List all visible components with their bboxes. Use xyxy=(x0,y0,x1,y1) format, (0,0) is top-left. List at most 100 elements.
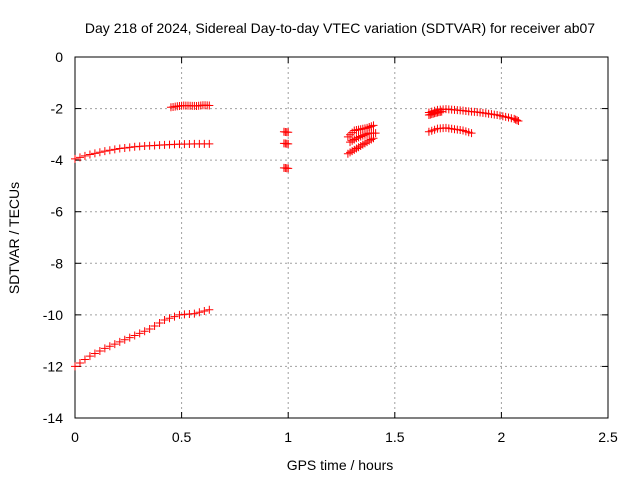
data-point xyxy=(514,116,523,125)
data-point xyxy=(365,136,374,145)
data-point xyxy=(346,130,355,139)
data-point xyxy=(115,337,124,346)
x-tick-label: 0 xyxy=(71,429,79,445)
data-marks xyxy=(71,101,523,371)
data-point xyxy=(200,306,209,315)
x-axis-label: GPS time / hours xyxy=(287,457,394,473)
y-tick-label: -8 xyxy=(51,255,64,271)
y-tick-label: -2 xyxy=(51,101,64,117)
data-point xyxy=(105,146,114,155)
data-point xyxy=(369,121,378,130)
y-axis-label: SDTVAR / TECUs xyxy=(6,182,22,294)
data-point xyxy=(363,138,372,147)
series-arc-1.3h-b xyxy=(343,121,378,141)
data-point xyxy=(358,131,367,140)
data-point xyxy=(85,352,94,361)
data-point xyxy=(467,129,476,138)
data-point xyxy=(343,132,352,141)
series-arc-1h-b xyxy=(279,139,293,148)
data-point xyxy=(85,150,94,159)
data-point xyxy=(95,346,104,355)
data-point xyxy=(71,362,79,371)
y-tick-label: 0 xyxy=(55,49,63,65)
data-point xyxy=(367,122,376,131)
data-point xyxy=(356,141,365,150)
y-tick-label: -4 xyxy=(51,152,64,168)
data-point xyxy=(346,148,355,157)
data-point xyxy=(284,139,293,148)
data-point xyxy=(100,344,109,353)
y-tick-label: -6 xyxy=(51,204,64,220)
data-point xyxy=(205,101,214,110)
series-arc-1h-a xyxy=(279,127,293,137)
data-point xyxy=(80,355,89,364)
plot-frame xyxy=(74,56,609,419)
grid-lines xyxy=(75,57,608,418)
data-point xyxy=(120,335,129,344)
data-point xyxy=(348,136,357,145)
data-point xyxy=(150,322,159,331)
data-point xyxy=(348,147,357,156)
series-arc-1.7h-a xyxy=(424,105,523,125)
y-tick-label: -10 xyxy=(43,307,63,323)
data-point xyxy=(110,340,119,349)
data-point xyxy=(95,148,104,157)
series-arc-lower xyxy=(71,305,214,371)
x-tick-label: 2.5 xyxy=(598,429,618,445)
series-arc-1.7h-b xyxy=(424,107,446,120)
data-point xyxy=(115,144,124,153)
data-point xyxy=(140,327,149,336)
data-point xyxy=(343,149,352,158)
data-point xyxy=(145,325,154,334)
y-tick-label: -14 xyxy=(43,410,63,426)
data-point xyxy=(205,305,214,314)
x-tick-label: 1 xyxy=(284,429,292,445)
data-point xyxy=(155,319,164,328)
data-point xyxy=(190,309,199,318)
x-tick-label: 1.5 xyxy=(385,429,405,445)
data-point xyxy=(371,129,380,138)
series-arc-upper-b xyxy=(166,101,214,112)
data-point xyxy=(90,349,99,358)
data-point xyxy=(125,143,134,152)
data-point xyxy=(105,342,114,351)
chart-title: Day 218 of 2024, Sidereal Day-to-day VTE… xyxy=(85,20,595,36)
data-point xyxy=(90,149,99,158)
data-point xyxy=(125,333,134,342)
data-point xyxy=(437,107,446,116)
data-point xyxy=(135,329,144,338)
data-point xyxy=(363,129,372,138)
series-arc-1h-c xyxy=(279,163,293,173)
data-point xyxy=(195,308,204,317)
x-tick-label: 2 xyxy=(498,429,506,445)
data-point xyxy=(205,139,214,148)
data-point xyxy=(348,128,357,137)
data-point xyxy=(284,128,293,137)
data-point xyxy=(360,139,369,148)
data-point xyxy=(110,145,119,154)
data-point xyxy=(350,135,359,144)
series-arc-1.7h-c xyxy=(424,123,476,138)
data-point xyxy=(356,132,365,141)
data-point xyxy=(284,164,293,173)
data-point xyxy=(160,316,169,325)
series-arc-1.3h-c xyxy=(346,129,380,147)
data-point xyxy=(354,133,363,142)
axis-ticks: 0 0.5 1 1.5 2 2.5 0 -2 -4 -6 -8 -10 -12 -14 xyxy=(43,49,618,445)
series-arc-1.3h-a xyxy=(343,134,378,158)
data-point xyxy=(130,331,139,340)
data-point xyxy=(100,147,109,156)
data-point xyxy=(360,130,369,139)
data-point xyxy=(513,116,522,125)
data-point xyxy=(358,140,367,149)
y-tick-label: -12 xyxy=(43,358,63,374)
data-point xyxy=(120,143,129,152)
series-arc-upper-a xyxy=(71,139,214,163)
data-point xyxy=(80,151,89,160)
data-point xyxy=(75,153,84,162)
data-point xyxy=(352,144,361,153)
data-point xyxy=(165,314,174,323)
data-point xyxy=(75,358,84,367)
data-point xyxy=(352,134,361,143)
